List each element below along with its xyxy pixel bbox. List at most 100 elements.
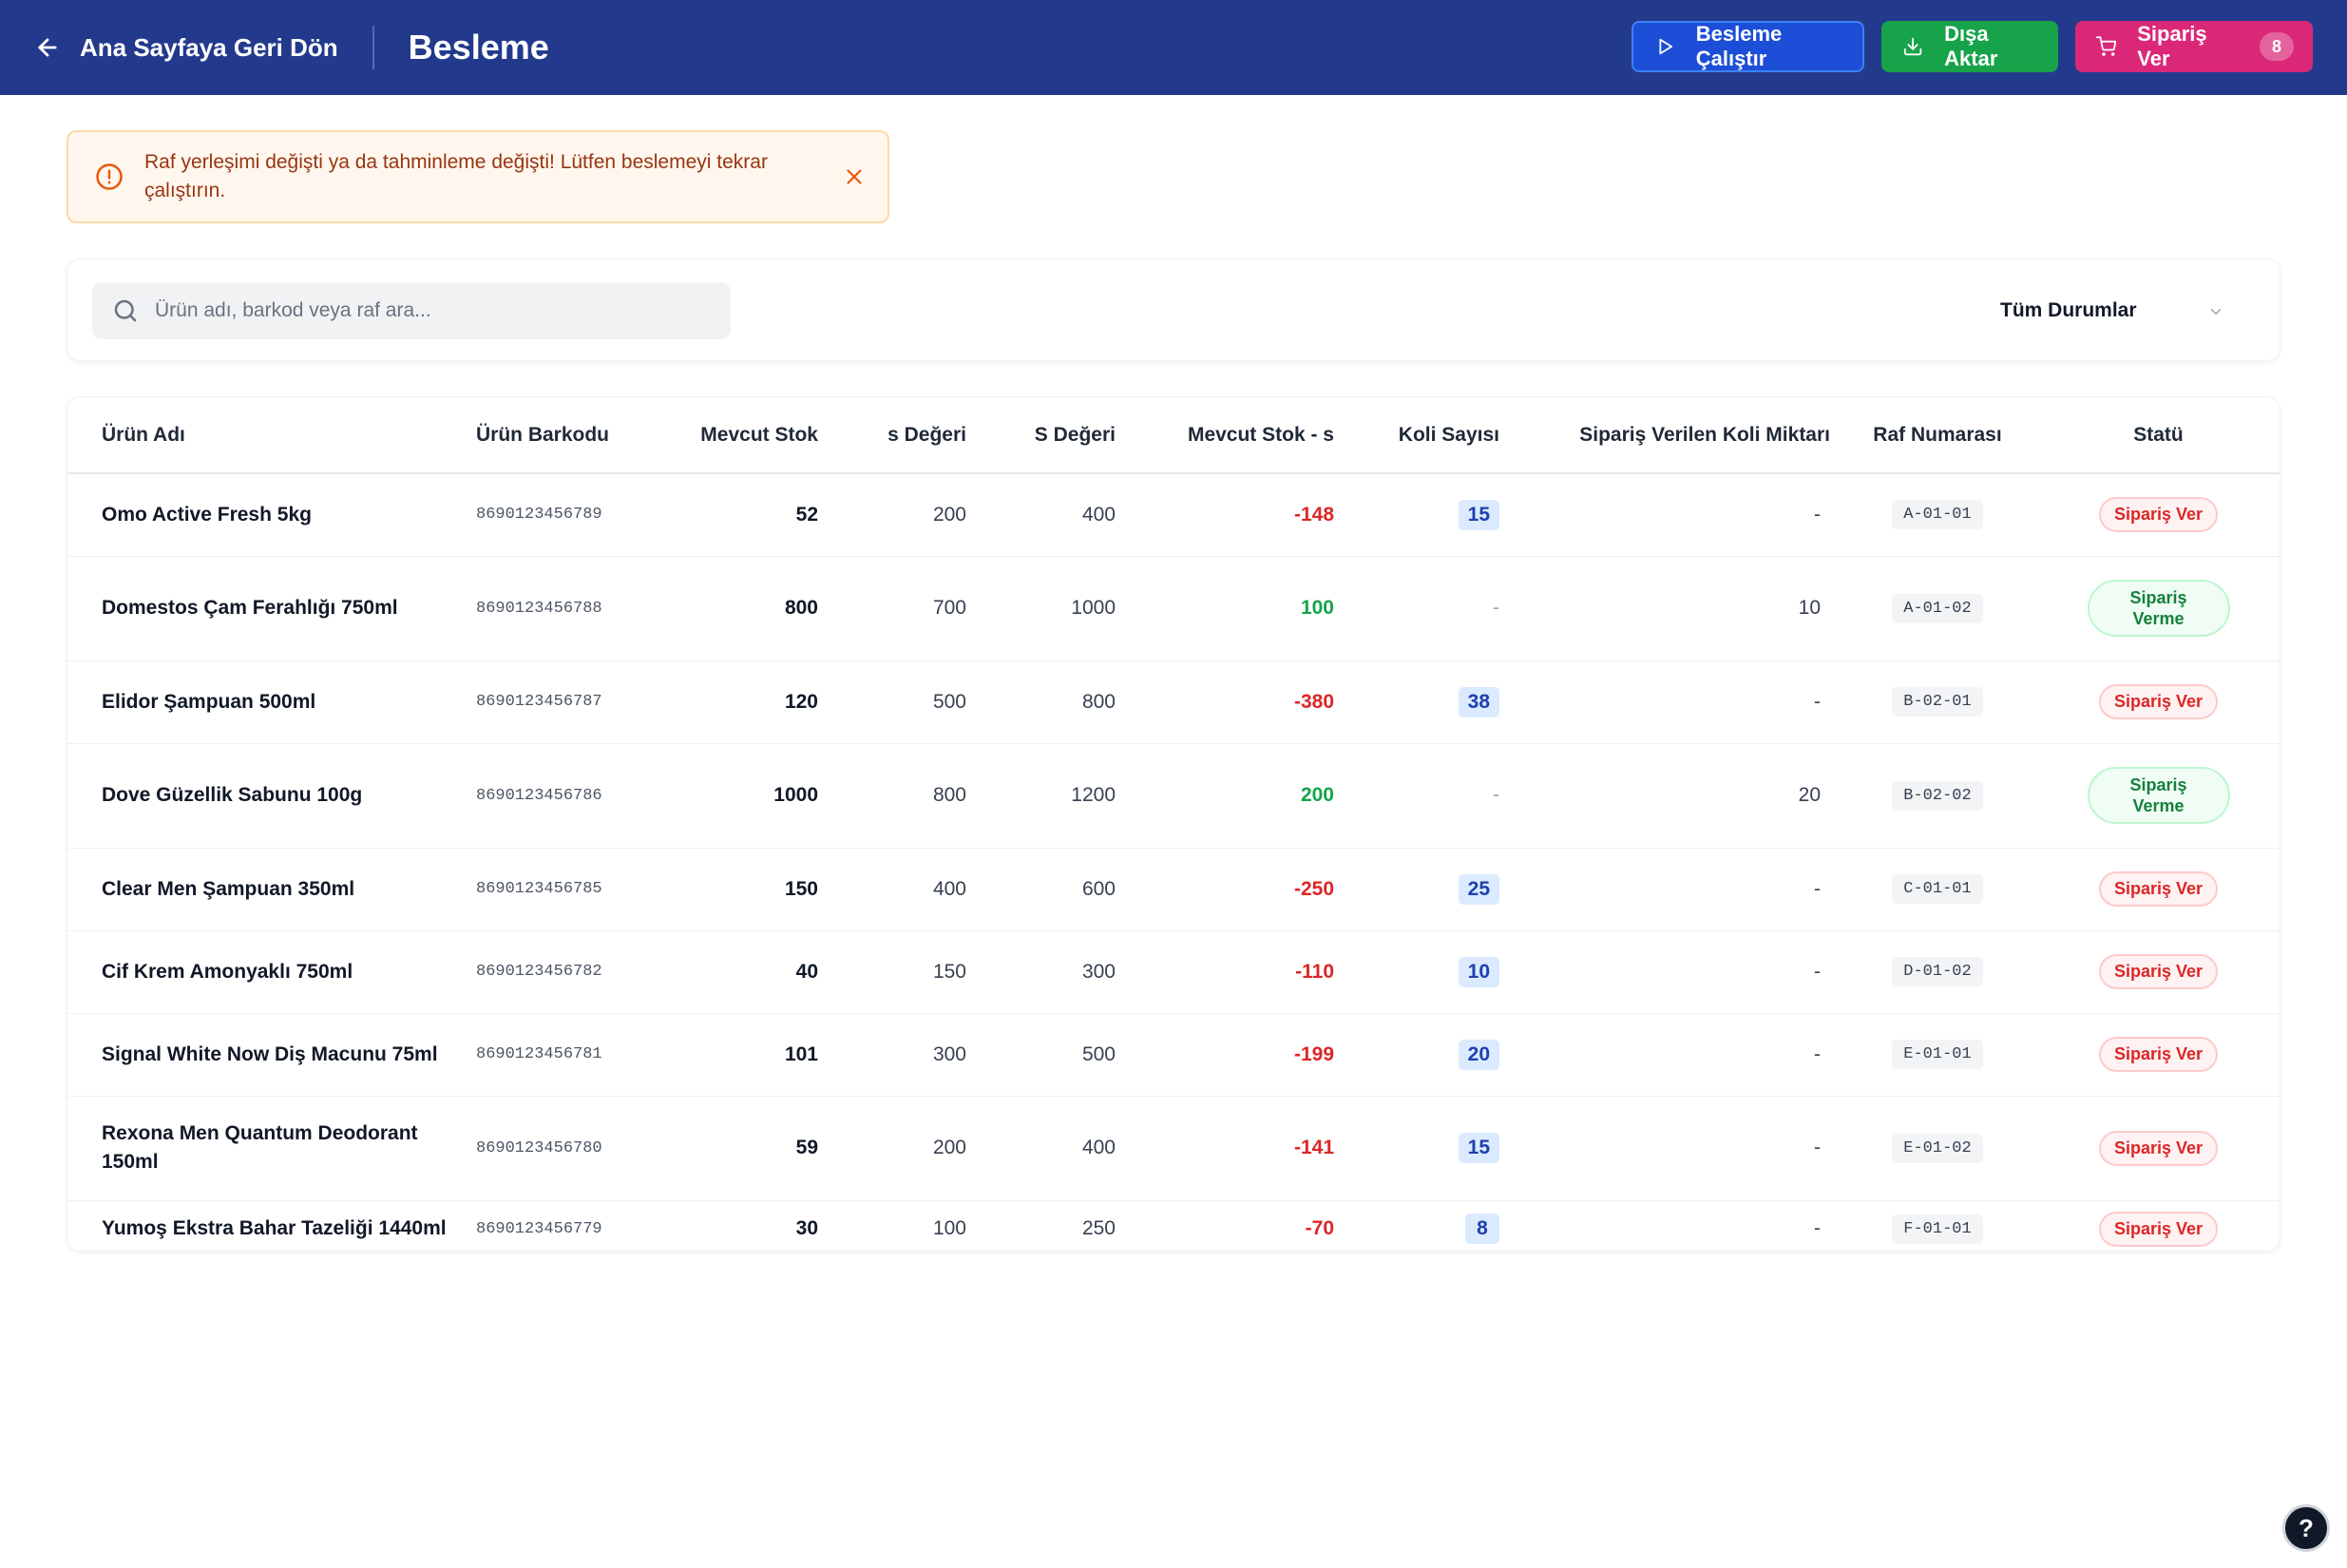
table-row[interactable]: Rexona Men Quantum Deodorant 150ml 869012… bbox=[67, 1096, 2280, 1201]
box-count-cell: 38 bbox=[1344, 660, 1509, 744]
run-feed-button[interactable]: Besleme Çalıştır bbox=[1631, 21, 1864, 72]
close-icon[interactable] bbox=[842, 164, 867, 189]
status-cell: Sipariş Ver bbox=[2035, 473, 2280, 557]
barcode-cell: 8690123456785 bbox=[467, 848, 643, 931]
column-header[interactable]: Statü bbox=[2035, 397, 2280, 474]
shelf-number: B-02-01 bbox=[1892, 687, 1983, 717]
status-badge[interactable]: Sipariş Ver bbox=[2098, 1037, 2219, 1072]
product-name-cell: Signal White Now Diş Macunu 75ml bbox=[67, 1013, 467, 1097]
box-count-value: 25 bbox=[1458, 873, 1499, 905]
feed-table-card: Ürün Adı Ürün Barkodu Mevcut Stok s Değe… bbox=[67, 396, 2280, 1252]
product-name-cell: Domestos Çam Ferahlığı 750ml bbox=[67, 556, 467, 661]
barcode-cell: 8690123456781 bbox=[467, 1013, 643, 1097]
table-row[interactable]: Domestos Çam Ferahlığı 750ml 869012345678… bbox=[67, 556, 2280, 661]
status-badge[interactable]: Sipariş Verme bbox=[2087, 767, 2230, 824]
current-stock-cell: 1000 bbox=[643, 743, 828, 849]
search-box bbox=[92, 282, 731, 339]
barcode-cell: 8690123456789 bbox=[467, 473, 643, 557]
current-stock-cell: 120 bbox=[643, 660, 828, 744]
export-button[interactable]: Dışa Aktar bbox=[1881, 21, 2058, 72]
column-header[interactable]: Ürün Barkodu bbox=[467, 397, 643, 474]
barcode-cell: 8690123456787 bbox=[467, 660, 643, 744]
current-stock-cell: 150 bbox=[643, 848, 828, 931]
column-header[interactable]: Ürün Adı bbox=[67, 397, 467, 474]
download-icon bbox=[1903, 37, 1922, 56]
status-badge[interactable]: Sipariş Ver bbox=[2098, 954, 2219, 989]
column-header[interactable]: Koli Sayısı bbox=[1344, 397, 1509, 474]
barcode-cell: 8690123456780 bbox=[467, 1096, 643, 1201]
box-count-value: 15 bbox=[1458, 1133, 1499, 1163]
column-header[interactable]: S Değeri bbox=[976, 397, 1125, 474]
status-badge[interactable]: Sipariş Ver bbox=[2098, 497, 2219, 533]
ordered-box-cell: - bbox=[1509, 1200, 1840, 1251]
box-count-value: - bbox=[1493, 784, 1499, 806]
export-label: Dışa Aktar bbox=[1944, 22, 1998, 70]
s-value-cell: 200 bbox=[828, 473, 976, 557]
search-input[interactable] bbox=[155, 299, 687, 322]
table-row[interactable]: Signal White Now Diş Macunu 75ml 86901234… bbox=[67, 1013, 2280, 1097]
shelf-cell: E-01-01 bbox=[1840, 1013, 2035, 1097]
S-value-cell: 1200 bbox=[976, 743, 1125, 849]
stock-diff-cell: -148 bbox=[1125, 473, 1344, 557]
back-button[interactable]: Ana Sayfaya Geri Dön bbox=[34, 33, 338, 63]
status-cell: Sipariş Ver bbox=[2035, 930, 2280, 1014]
table-row[interactable]: Clear Men Şampuan 350ml 8690123456785 150 4… bbox=[67, 848, 2280, 931]
table-row[interactable]: Dove Güzellik Sabunu 100g 8690123456786 10… bbox=[67, 743, 2280, 849]
box-count-cell: 10 bbox=[1344, 930, 1509, 1014]
S-value-cell: 250 bbox=[976, 1200, 1125, 1251]
s-value-cell: 200 bbox=[828, 1096, 976, 1201]
alert-circle-icon bbox=[96, 163, 123, 190]
ordered-box-cell: - bbox=[1509, 1096, 1840, 1201]
barcode-cell: 8690123456782 bbox=[467, 930, 643, 1014]
box-count-value: 15 bbox=[1458, 499, 1499, 530]
shelf-cell: A-01-01 bbox=[1840, 473, 2035, 557]
status-badge[interactable]: Sipariş Ver bbox=[2098, 684, 2219, 719]
s-value-cell: 500 bbox=[828, 660, 976, 744]
product-name-cell: Omo Active Fresh 5kg bbox=[67, 473, 467, 557]
column-header[interactable]: Raf Numarası bbox=[1840, 397, 2035, 474]
place-order-button[interactable]: Sipariş Ver 8 bbox=[2075, 21, 2313, 72]
table-row[interactable]: Yumoş Ekstra Bahar Tazeliği 1440ml 869012… bbox=[67, 1200, 2280, 1251]
S-value-cell: 1000 bbox=[976, 556, 1125, 661]
S-value-cell: 400 bbox=[976, 1096, 1125, 1201]
shelf-cell: E-01-02 bbox=[1840, 1096, 2035, 1201]
stock-diff-cell: -141 bbox=[1125, 1096, 1344, 1201]
shelf-cell: D-01-02 bbox=[1840, 930, 2035, 1014]
s-value-cell: 100 bbox=[828, 1200, 976, 1251]
column-header[interactable]: Mevcut Stok bbox=[643, 397, 828, 474]
column-header[interactable]: Sipariş Verilen Koli Miktarı bbox=[1509, 397, 1840, 474]
shelf-cell: B-02-01 bbox=[1840, 660, 2035, 744]
status-filter-value: Tüm Durumlar bbox=[2000, 299, 2137, 321]
filter-bar: Tüm Durumlar bbox=[67, 258, 2280, 361]
box-count-cell: 15 bbox=[1344, 1096, 1509, 1201]
status-badge[interactable]: Sipariş Ver bbox=[2098, 1130, 2219, 1166]
table-row[interactable]: Elidor Şampuan 500ml 8690123456787 120 500 8… bbox=[67, 660, 2280, 744]
ordered-box-cell: - bbox=[1509, 660, 1840, 744]
shelf-number: B-02-02 bbox=[1892, 780, 1983, 811]
box-count-cell: - bbox=[1344, 556, 1509, 661]
shelf-number: E-01-02 bbox=[1892, 1133, 1983, 1163]
box-count-value: 38 bbox=[1458, 686, 1499, 717]
status-filter-select[interactable]: Tüm Durumlar bbox=[2000, 286, 2247, 335]
S-value-cell: 600 bbox=[976, 848, 1125, 931]
status-cell: Sipariş Ver bbox=[2035, 1013, 2280, 1097]
table-row[interactable]: Cif Krem Amonyaklı 750ml 8690123456782 40 1… bbox=[67, 930, 2280, 1014]
barcode-cell: 8690123456788 bbox=[467, 556, 643, 661]
S-value-cell: 300 bbox=[976, 930, 1125, 1014]
status-badge[interactable]: Sipariş Verme bbox=[2087, 580, 2230, 637]
stock-diff-cell: 200 bbox=[1125, 743, 1344, 849]
product-name-cell: Dove Güzellik Sabunu 100g bbox=[67, 743, 467, 849]
column-header[interactable]: s Değeri bbox=[828, 397, 976, 474]
header-actions: Besleme Çalıştır Dışa Aktar Sipariş Ver … bbox=[1631, 21, 2313, 72]
help-button[interactable]: ? bbox=[2282, 1504, 2330, 1552]
shelf-cell: F-01-01 bbox=[1840, 1200, 2035, 1251]
table-row[interactable]: Omo Active Fresh 5kg 8690123456789 52 200 40… bbox=[67, 473, 2280, 557]
status-badge[interactable]: Sipariş Ver bbox=[2098, 1211, 2219, 1247]
status-badge[interactable]: Sipariş Ver bbox=[2098, 871, 2219, 907]
column-header[interactable]: Mevcut Stok - s bbox=[1125, 397, 1344, 474]
shelf-number: C-01-01 bbox=[1892, 874, 1983, 904]
status-cell: Sipariş Verme bbox=[2035, 743, 2280, 849]
ordered-box-cell: - bbox=[1509, 930, 1840, 1014]
s-value-cell: 300 bbox=[828, 1013, 976, 1097]
ordered-box-cell: - bbox=[1509, 1013, 1840, 1097]
